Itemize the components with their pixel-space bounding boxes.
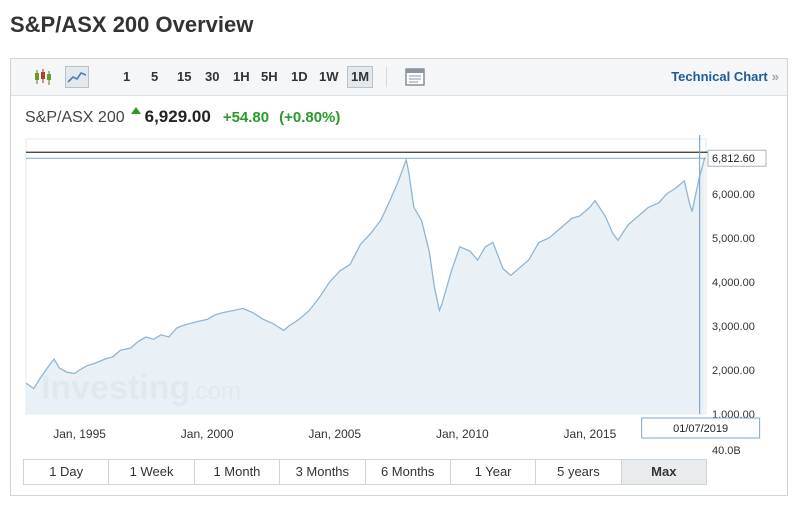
last-value-box xyxy=(707,149,767,167)
chart-toolbar: 1 5 15 30 1H 5H 1D 1W 1M Technical Chart» xyxy=(11,59,787,96)
y-tick-label: 6,000.00 xyxy=(712,189,755,201)
index-price: 6,929.00 xyxy=(144,107,211,126)
range-button-5[interactable]: 5 xyxy=(151,69,159,84)
period-tab-max[interactable]: Max xyxy=(621,460,706,484)
price-change-percent: (+0.80%) xyxy=(279,109,341,126)
price-chart[interactable]: Investing.com1,000.002,000.003,000.004,0… xyxy=(11,59,787,459)
y-tick-label: 5,000.00 xyxy=(712,233,755,245)
y-tick-label: 3,000.00 xyxy=(712,321,755,333)
chart-panel: 1 5 15 30 1H 5H 1D 1W 1M Technical Chart» S&P/AS… xyxy=(10,58,788,496)
toolbar-divider xyxy=(386,67,387,87)
up-arrow-icon xyxy=(130,107,141,114)
x-tick-label: Jan, 1995 xyxy=(53,427,106,441)
range-button-1[interactable]: 1 xyxy=(123,69,131,84)
period-tab-1-week[interactable]: 1 Week xyxy=(109,460,195,484)
technical-chart-label: Technical Chart xyxy=(671,69,768,84)
index-name: S&P/ASX 200 xyxy=(25,109,125,126)
period-tab-1-month[interactable]: 1 Month xyxy=(194,460,281,484)
period-tab-1-year[interactable]: 1 Year xyxy=(450,460,537,484)
settings-panel-icon[interactable] xyxy=(403,66,427,88)
page-title: S&P/ASX 200 Overview xyxy=(10,12,254,37)
x-tick-label: Jan, 2000 xyxy=(181,427,234,441)
period-tab-6-months[interactable]: 6 Months xyxy=(365,460,451,484)
quote-header: S&P/ASX 200 6,929.00 +54.80 (+0.80%) xyxy=(25,107,340,127)
period-tab-3-months[interactable]: 3 Months xyxy=(280,460,366,484)
x-tick-label: Jan, 2005 xyxy=(308,427,361,441)
range-button-5h[interactable]: 5H xyxy=(261,69,278,84)
candlestick-icon[interactable] xyxy=(31,66,55,88)
crosshair-date-box xyxy=(641,417,761,439)
crosshair-date-label: 01/07/2019 xyxy=(673,423,728,435)
period-tabs: 1 Day 1 Week 1 Month 3 Months 6 Months 1 Year… xyxy=(23,459,707,485)
period-tab-5-years[interactable]: 5 years xyxy=(536,460,622,484)
period-tab-1-day[interactable]: 1 Day xyxy=(24,460,110,484)
series-area xyxy=(26,157,705,414)
last-value-label: 6,812.60 xyxy=(712,153,755,165)
technical-chart-link[interactable]: Technical Chart» xyxy=(671,69,779,84)
double-chevron-right-icon: » xyxy=(771,69,779,84)
range-button-15[interactable]: 15 xyxy=(177,69,192,84)
volume-label: 40.0B xyxy=(712,445,741,457)
series-line[interactable] xyxy=(25,157,706,390)
range-button-1m[interactable]: 1M xyxy=(347,66,374,88)
range-button-1w[interactable]: 1W xyxy=(319,69,339,84)
range-button-30[interactable]: 30 xyxy=(205,69,220,84)
range-button-1h[interactable]: 1H xyxy=(233,69,250,84)
x-tick-label: Jan, 2010 xyxy=(436,427,489,441)
y-tick-label: 4,000.00 xyxy=(712,277,755,289)
area-chart-icon[interactable] xyxy=(65,66,89,88)
price-change: +54.80 xyxy=(222,109,270,126)
y-tick-label: 2,000.00 xyxy=(712,365,755,377)
range-button-1d[interactable]: 1D xyxy=(291,69,308,84)
x-tick-label: Jan, 2015 xyxy=(564,427,617,441)
